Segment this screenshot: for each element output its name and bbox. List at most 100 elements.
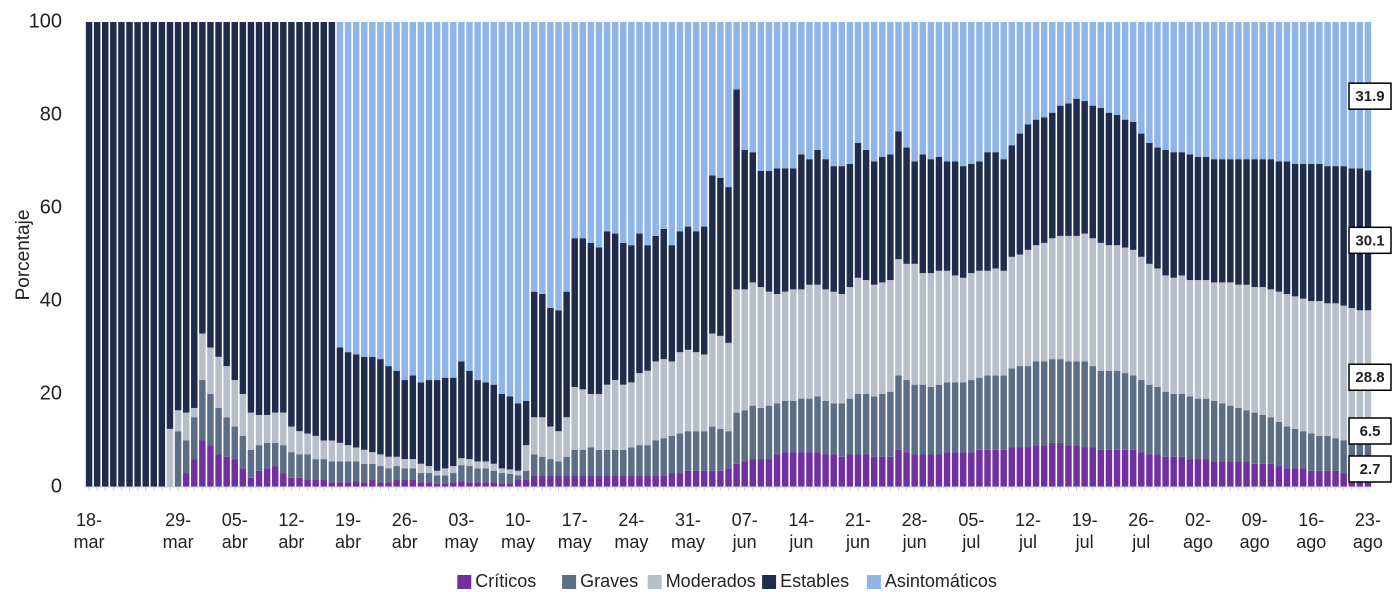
bar-segment — [684, 22, 692, 227]
bar-segment — [450, 482, 457, 487]
bar-segment — [790, 452, 797, 487]
bar-segment — [1073, 22, 1080, 99]
bar-segment — [288, 452, 295, 478]
bar-segment — [644, 22, 651, 246]
bar-segment — [555, 431, 562, 462]
bar-segment — [215, 407, 222, 455]
bar-segment — [450, 377, 457, 467]
bar-segment — [984, 22, 991, 153]
bar-segment — [1308, 470, 1315, 487]
bar-segment — [773, 22, 781, 169]
bar-segment — [700, 226, 708, 355]
bar-segment — [887, 280, 894, 392]
bar-segment — [304, 454, 311, 481]
bar-segment — [700, 431, 708, 471]
bar-segment — [530, 22, 538, 292]
bar-segment — [450, 466, 457, 474]
bar-segment — [466, 459, 473, 467]
bar-segment — [984, 375, 991, 450]
bar-segment — [765, 170, 773, 292]
bar-segment — [182, 473, 190, 487]
bar-segment — [1000, 449, 1007, 487]
bar-segment — [822, 159, 829, 290]
bar-segment — [620, 242, 627, 385]
bar-segment — [571, 449, 578, 476]
bar-segment — [668, 245, 676, 362]
bar-segment — [1049, 238, 1056, 360]
bar-segment — [927, 159, 935, 274]
bar-segment — [409, 459, 417, 469]
bar-segment — [393, 456, 400, 467]
bar-segment — [563, 456, 570, 476]
bar-segment — [539, 456, 546, 476]
bar-segment — [441, 22, 449, 378]
bar-segment — [1138, 452, 1145, 487]
bar-segment — [798, 398, 805, 453]
bar-segment — [344, 445, 352, 462]
bar-segment — [441, 377, 449, 469]
bar-segment — [433, 475, 441, 484]
bar-segment — [984, 152, 991, 271]
bar-segment — [668, 473, 676, 487]
bar-segment — [1186, 459, 1194, 487]
bar-segment — [1008, 256, 1016, 369]
bar-segment — [959, 382, 967, 453]
bar-segment — [603, 384, 611, 450]
bar-segment — [636, 22, 643, 234]
bar-segment — [1283, 22, 1291, 162]
bar-segment — [943, 270, 951, 383]
bar-segment — [571, 387, 578, 450]
bar-segment — [1000, 22, 1007, 160]
bar-segment — [814, 284, 821, 397]
bar-segment — [1057, 235, 1064, 360]
x-tick-label: 26-jul — [1128, 510, 1155, 552]
bar-segment — [1340, 473, 1347, 487]
x-tick-label: 29-mar — [162, 510, 194, 552]
bar-segment — [571, 22, 578, 239]
bar-segment — [846, 22, 854, 164]
bar-segment — [393, 480, 400, 487]
bar-segment — [595, 449, 603, 476]
bar-segment — [328, 440, 336, 462]
bar-segment — [895, 22, 902, 132]
bar-segment — [514, 475, 522, 481]
bar-segment — [490, 482, 498, 487]
legend-label: Graves — [580, 571, 638, 591]
bar-segment — [838, 166, 846, 295]
bar-segment — [1105, 245, 1113, 371]
bar-segment — [1049, 112, 1056, 239]
bar-segment — [749, 152, 757, 283]
bar-segment — [733, 22, 740, 90]
bar-segment — [1065, 361, 1072, 446]
data-label-text: 28.8 — [1355, 369, 1384, 386]
bar-segment — [352, 354, 360, 448]
bar-segment — [1170, 456, 1177, 487]
bar-segment — [466, 482, 473, 487]
bar-segment — [498, 468, 506, 474]
bar-segment — [1178, 22, 1186, 153]
bar-segment — [717, 177, 724, 336]
bar-segment — [563, 22, 570, 292]
bar-segment — [425, 22, 433, 381]
bar-segment — [530, 475, 538, 487]
bar-segment — [1008, 447, 1016, 487]
bar-segment — [1316, 163, 1323, 301]
bar-segment — [1049, 22, 1056, 113]
bar-segment — [814, 396, 821, 453]
bar-segment — [1032, 119, 1040, 246]
bar-segment — [1324, 166, 1331, 304]
bar-segment — [806, 22, 813, 160]
bar-segment — [660, 22, 667, 229]
bar-segment — [1138, 256, 1145, 381]
bar-segment — [377, 454, 384, 467]
bar-segment — [425, 482, 433, 487]
bar-segment — [1210, 400, 1218, 462]
bar-segment — [134, 22, 141, 487]
bar-segment — [1235, 461, 1242, 487]
bar-segment — [361, 449, 368, 464]
bar-segment — [288, 426, 295, 453]
bar-segment — [717, 470, 724, 487]
legend-swatch — [562, 575, 577, 589]
bar-segment — [1016, 133, 1024, 255]
